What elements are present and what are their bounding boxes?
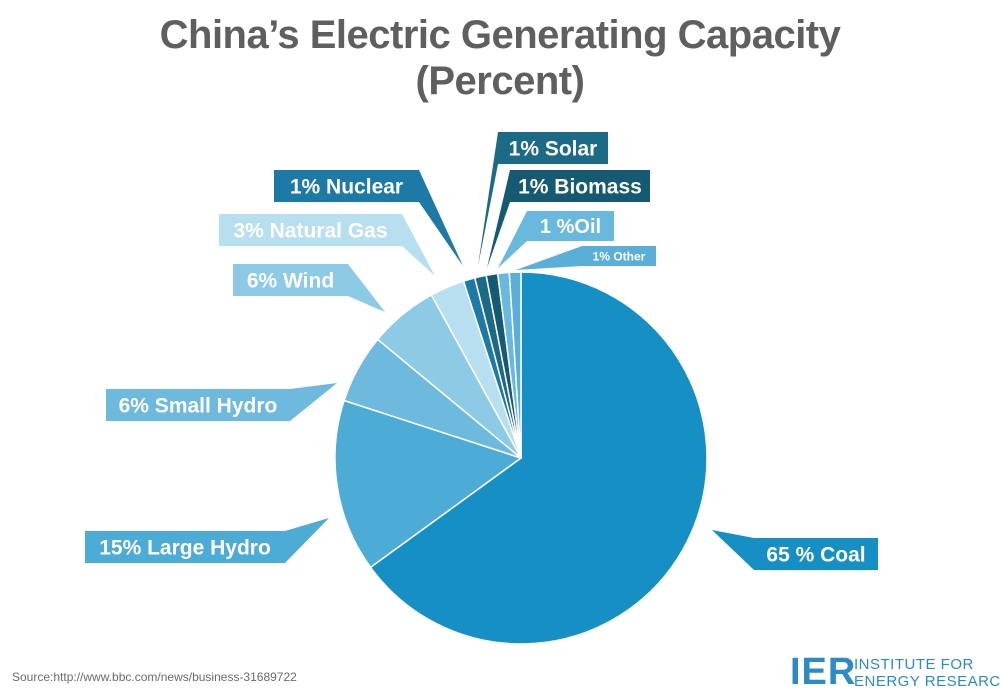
label-pointer-coal <box>712 530 754 570</box>
label-box-small-hydro <box>106 389 290 421</box>
pie-slice-coal <box>369 271 708 645</box>
label-box-coal <box>754 538 878 570</box>
logo-line-1: INSTITUTE FOR <box>854 656 974 673</box>
label-text-natural-gas: 3% Natural Gas <box>233 220 387 243</box>
label-text-solar: 1% Solar <box>509 138 598 161</box>
label-box-nuclear <box>274 170 419 202</box>
source-note: Source:http://www.bbc.com/news/business-… <box>12 670 297 684</box>
label-text-coal: 65 % Coal <box>766 544 865 567</box>
title-line-1: China’s Electric Generating Capacity <box>159 13 841 57</box>
label-box-wind <box>233 264 348 296</box>
label-pointer-nuclear <box>419 170 463 266</box>
label-pointer-biomass <box>487 170 510 268</box>
label-text-other: 1% Other <box>593 249 646 263</box>
label-text-biomass: 1% Biomass <box>518 176 642 199</box>
label-text-nuclear: 1% Nuclear <box>290 176 403 199</box>
label-pointer-oil <box>498 211 527 268</box>
pie-slice-other <box>508 271 522 459</box>
label-pointer-small-hydro <box>290 383 337 421</box>
logo-line-2: ENERGY RESEARCH <box>854 673 1000 690</box>
label-large-hydro: 15% Large Hydro <box>85 518 329 563</box>
label-text-large-hydro: 15% Large Hydro <box>99 537 271 560</box>
label-coal: 65 % Coal <box>712 530 878 570</box>
label-natural-gas: 3% Natural Gas <box>219 214 435 276</box>
label-nuclear: 1% Nuclear <box>274 170 463 266</box>
label-box-other <box>582 246 656 266</box>
label-solar: 1% Solar <box>478 132 608 266</box>
label-pointer-solar <box>478 132 498 266</box>
pie-slice-large-hydro <box>334 399 523 569</box>
logo-text: INSTITUTE FOR ENERGY RESEARCH <box>854 656 1000 690</box>
label-biomass: 1% Biomass <box>487 170 650 268</box>
chart-title: China’s Electric Generating Capacity (Pe… <box>0 12 1000 104</box>
label-box-large-hydro <box>85 531 285 563</box>
label-text-small-hydro: 6% Small Hydro <box>119 395 278 418</box>
label-text-wind: 6% Wind <box>247 270 334 293</box>
ier-logo: IER INSTITUTE FOR ENERGY RESEARCH <box>790 651 1000 694</box>
label-box-natural-gas <box>219 214 402 246</box>
label-pointer-wind <box>348 264 385 312</box>
label-other: 1% Other <box>516 246 656 270</box>
label-text-oil: 1 %Oil <box>540 216 601 238</box>
label-box-biomass <box>510 170 650 202</box>
label-box-oil <box>527 211 614 241</box>
label-pointer-other <box>516 246 582 270</box>
label-pointer-large-hydro <box>285 518 329 563</box>
label-oil: 1 %Oil <box>498 211 614 268</box>
label-small-hydro: 6% Small Hydro <box>106 383 337 421</box>
label-box-solar <box>498 132 608 164</box>
label-pointer-natural-gas <box>402 214 435 276</box>
title-line-2: (Percent) <box>415 59 585 103</box>
label-wind: 6% Wind <box>233 264 385 312</box>
logo-mark: IER <box>790 651 857 693</box>
